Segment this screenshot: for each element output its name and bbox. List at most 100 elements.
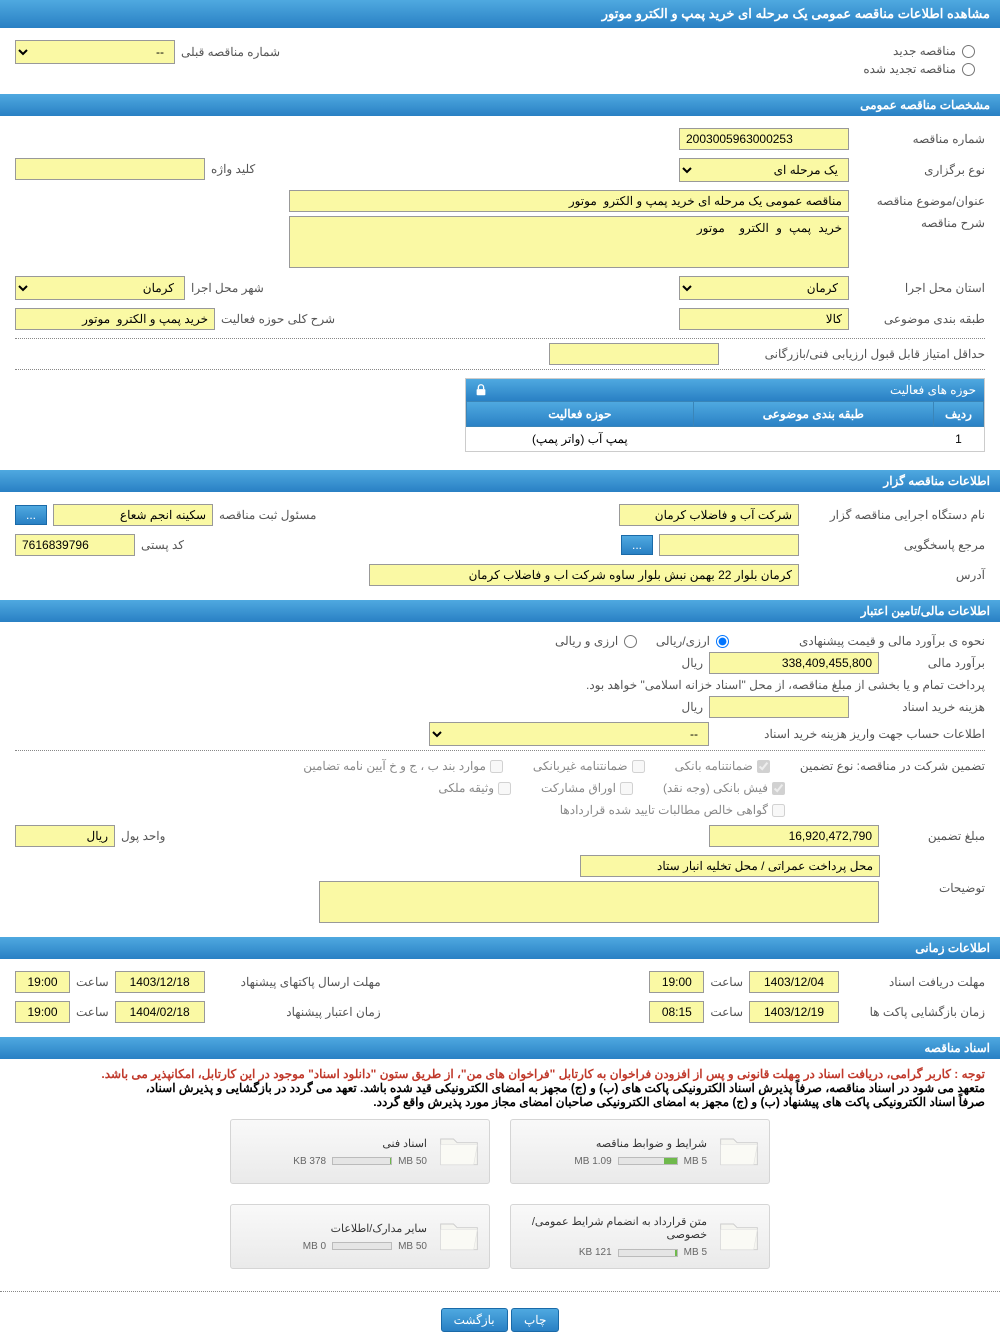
input-send-time[interactable] [15, 971, 70, 993]
file-title: متن قرارداد به انضمام شرایط عمومی/خصوصی [519, 1215, 707, 1241]
input-tender-number[interactable] [679, 128, 849, 150]
lock-icon [474, 383, 488, 397]
input-send-date[interactable] [115, 971, 205, 993]
label-time2: ساعت [76, 975, 109, 989]
file-max: 5 MB [684, 1156, 707, 1167]
notice-bold2: صرفاً اسناد الکترونیکی پاکت های پیشنهاد … [15, 1095, 985, 1109]
input-category[interactable] [679, 308, 849, 330]
cell-category [693, 427, 933, 452]
file-max: 5 MB [684, 1247, 707, 1258]
select-province[interactable]: کرمان [679, 276, 849, 300]
progress-bar [332, 1157, 392, 1165]
input-registrar[interactable] [53, 504, 213, 526]
radio-new-tender[interactable] [962, 45, 975, 58]
label-org: نام دستگاه اجرایی مناقصه گزار [805, 508, 985, 522]
label-time1: ساعت [710, 975, 743, 989]
label-unit: واحد پول [121, 829, 165, 843]
input-activity-scope[interactable] [15, 308, 215, 330]
section-organizer: اطلاعات مناقصه گزار [0, 470, 1000, 492]
lbl-chk-nonbank: ضمانتنامه غیربانکی [533, 759, 628, 773]
label-province: استان محل اجرا [855, 281, 985, 295]
label-estimate: برآورد مالی [885, 656, 985, 670]
input-open-date[interactable] [749, 1001, 839, 1023]
section-financial: اطلاعات مالی/تامین اعتبار [0, 600, 1000, 622]
col-category: طبقه بندی موضوعی [693, 402, 933, 427]
col-row: ردیف [934, 402, 984, 427]
label-registrar: مسئول ثبت مناقصه [219, 508, 316, 522]
notice-red: توجه : کاربر گرامی، دریافت اسناد در مهلت… [15, 1067, 985, 1081]
input-min-score[interactable] [549, 343, 719, 365]
more-responder-button[interactable]: ... [621, 535, 653, 555]
file-used: 0 MB [303, 1241, 326, 1252]
file-card[interactable]: اسناد فنی50 MB378 KB [230, 1119, 490, 1184]
activity-table: ردیف طبقه بندی موضوعی حوزه فعالیت 1 پمپ … [466, 401, 984, 451]
folder-icon [717, 1213, 761, 1260]
radio-rial[interactable] [716, 635, 729, 648]
label-notes: توضیحات [885, 881, 985, 895]
table-row: 1 پمپ آب (واتر پمپ) [467, 427, 984, 452]
lbl-chk-property: وثیقه ملکی [438, 781, 494, 795]
input-org[interactable] [619, 504, 799, 526]
input-open-time[interactable] [649, 1001, 704, 1023]
lbl-chk-cert: گواهی خالص مطالبات تایید شده قراردادها [560, 803, 768, 817]
radio-both[interactable] [624, 635, 637, 648]
input-deposit-loc[interactable] [580, 855, 880, 877]
select-account[interactable]: -- [429, 722, 709, 746]
input-keyword[interactable] [15, 158, 205, 180]
label-prev-number: شماره مناقصه قبلی [181, 45, 280, 59]
radio-renewed-tender[interactable] [962, 63, 975, 76]
chk-property [498, 782, 511, 795]
chk-bonds [620, 782, 633, 795]
label-city: شهر محل اجرا [191, 281, 264, 295]
folder-icon [717, 1128, 761, 1175]
select-type[interactable]: یک مرحله ای [679, 158, 849, 182]
textarea-desc[interactable]: خرید پمپ و الکترو موتور [289, 216, 849, 268]
input-receive-date[interactable] [749, 971, 839, 993]
label-guarantee: تضمین شرکت در مناقصه: نوع تضمین [800, 759, 985, 773]
label-keyword: کلید واژه [211, 162, 255, 176]
label-doc-cost: هزینه خرید اسناد [855, 700, 985, 714]
select-prev-number[interactable]: -- [15, 40, 175, 64]
file-title: سایر مدارک/اطلاعات [239, 1222, 427, 1235]
label-renewed-tender: مناقصه تجدید شده [863, 62, 956, 76]
input-validity-date[interactable] [115, 1001, 205, 1023]
input-validity-time[interactable] [15, 1001, 70, 1023]
chk-nonbank [632, 760, 645, 773]
currency-rial: ریال [681, 656, 703, 670]
folder-icon [437, 1128, 481, 1175]
input-guarantee-amount[interactable] [709, 825, 879, 847]
file-card[interactable]: سایر مدارک/اطلاعات50 MB0 MB [230, 1204, 490, 1269]
file-card[interactable]: شرایط و ضوابط مناقصه 5 MB 1.09 MB [510, 1119, 770, 1184]
input-unit[interactable] [15, 825, 115, 847]
select-city[interactable]: کرمان [15, 276, 185, 300]
input-postal[interactable] [15, 534, 135, 556]
input-estimate[interactable] [709, 652, 879, 674]
textarea-notes[interactable] [319, 881, 879, 923]
file-card[interactable]: متن قرارداد به انضمام شرایط عمومی/خصوصی 5… [510, 1204, 770, 1269]
input-receive-time[interactable] [649, 971, 704, 993]
input-responder[interactable] [659, 534, 799, 556]
section-timing: اطلاعات زمانی [0, 937, 1000, 959]
label-desc: شرح مناقصه [855, 216, 985, 230]
file-used: 121 KB [579, 1247, 612, 1258]
chk-cases [490, 760, 503, 773]
more-registrar-button[interactable]: ... [15, 505, 47, 525]
section-documents: اسناد مناقصه [0, 1037, 1000, 1059]
input-subject[interactable] [289, 190, 849, 212]
label-type: نوع برگزاری [855, 163, 985, 177]
input-doc-cost[interactable] [709, 696, 849, 718]
payment-note: پرداخت تمام و یا بخشی از مبلغ مناقصه، از… [586, 678, 985, 692]
file-title: اسناد فنی [239, 1137, 427, 1150]
label-time4: ساعت [76, 1005, 109, 1019]
print-button[interactable]: چاپ [511, 1308, 559, 1332]
file-title: شرایط و ضوابط مناقصه [519, 1137, 707, 1150]
back-button[interactable]: بازگشت [441, 1308, 508, 1332]
label-new-tender: مناقصه جدید [893, 44, 956, 58]
label-activity-scope: شرح کلی حوزه فعالیت [221, 312, 335, 326]
label-postal: کد پستی [141, 538, 184, 552]
progress-bar [618, 1249, 678, 1257]
input-address[interactable] [369, 564, 799, 586]
file-used: 1.09 MB [574, 1156, 611, 1167]
progress-bar [618, 1157, 678, 1165]
lbl-chk-bank: ضمانتنامه بانکی [675, 759, 753, 773]
